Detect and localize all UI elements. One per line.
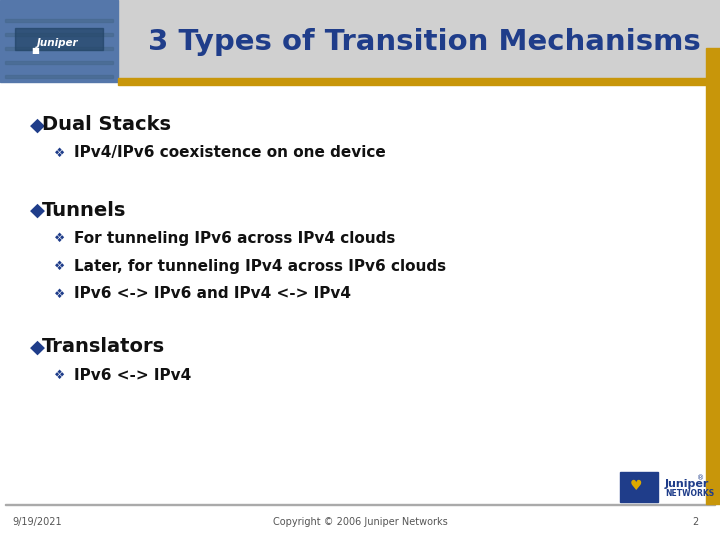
- Text: IPv6 <-> IPv4: IPv6 <-> IPv4: [74, 368, 192, 382]
- Text: Dual Stacks: Dual Stacks: [42, 116, 171, 134]
- Bar: [118, 78, 720, 85]
- Text: ◆: ◆: [30, 116, 45, 134]
- Text: ◆: ◆: [30, 338, 45, 356]
- Text: Juniper: Juniper: [665, 479, 709, 489]
- Bar: [5, 47, 113, 50]
- Text: ♥: ♥: [630, 479, 642, 493]
- Text: ❖: ❖: [55, 368, 66, 381]
- Bar: [0, 504, 720, 540]
- Bar: [0, 0, 118, 82]
- Text: ®: ®: [697, 475, 704, 481]
- Text: For tunneling IPv6 across IPv4 clouds: For tunneling IPv6 across IPv4 clouds: [74, 231, 395, 246]
- Text: Later, for tunneling IPv4 across IPv6 clouds: Later, for tunneling IPv4 across IPv6 cl…: [74, 259, 446, 273]
- Text: ❖: ❖: [55, 260, 66, 273]
- Text: Copyright © 2006 Juniper Networks: Copyright © 2006 Juniper Networks: [273, 517, 447, 527]
- Text: IPv4/IPv6 coexistence on one device: IPv4/IPv6 coexistence on one device: [74, 145, 386, 160]
- Text: ❖: ❖: [55, 287, 66, 300]
- Text: Translators: Translators: [42, 338, 165, 356]
- Text: 2: 2: [692, 517, 698, 527]
- Bar: [15, 28, 103, 50]
- Bar: [5, 61, 113, 64]
- Text: ■: ■: [31, 45, 39, 55]
- Bar: [620, 472, 658, 502]
- Bar: [5, 75, 113, 78]
- Text: IPv6 <-> IPv6 and IPv4 <-> IPv4: IPv6 <-> IPv6 and IPv4 <-> IPv4: [74, 287, 351, 301]
- Text: NETWORKS: NETWORKS: [665, 489, 714, 497]
- Bar: [118, 0, 720, 80]
- Text: Juniper: Juniper: [37, 38, 78, 48]
- Bar: [5, 33, 113, 36]
- Bar: [5, 504, 715, 505]
- Bar: [5, 19, 113, 22]
- Text: Tunnels: Tunnels: [42, 200, 127, 219]
- Text: ❖: ❖: [55, 232, 66, 245]
- Bar: [706, 48, 720, 504]
- Text: 3 Types of Transition Mechanisms: 3 Types of Transition Mechanisms: [148, 28, 701, 56]
- Text: ◆: ◆: [30, 200, 45, 219]
- Text: 9/19/2021: 9/19/2021: [12, 517, 62, 527]
- Text: ❖: ❖: [55, 146, 66, 159]
